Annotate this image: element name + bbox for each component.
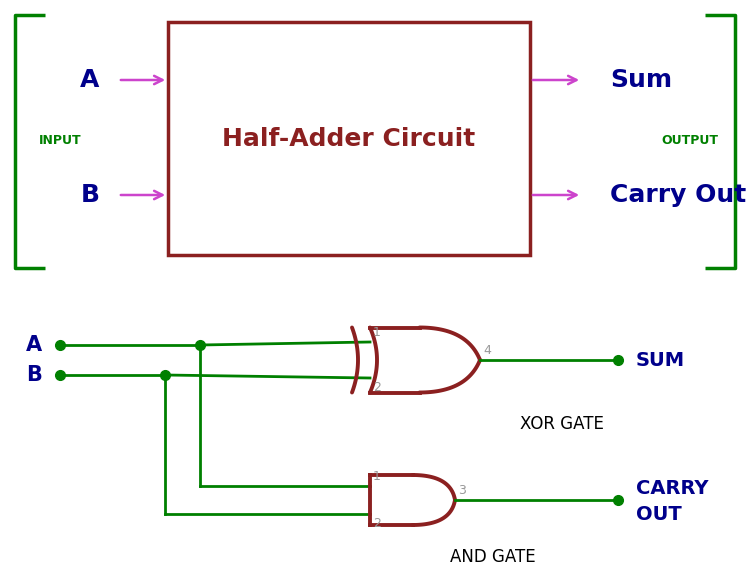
Text: A: A bbox=[80, 68, 100, 92]
Text: 2: 2 bbox=[373, 517, 381, 530]
Text: INPUT: INPUT bbox=[39, 134, 81, 146]
Text: B: B bbox=[80, 183, 100, 207]
Text: CARRY: CARRY bbox=[636, 479, 709, 498]
Text: A: A bbox=[26, 335, 42, 355]
Text: AND GATE: AND GATE bbox=[450, 548, 536, 566]
Text: 3: 3 bbox=[458, 484, 466, 497]
Text: 4: 4 bbox=[483, 344, 490, 357]
Text: XOR GATE: XOR GATE bbox=[520, 415, 604, 433]
Text: 1: 1 bbox=[373, 326, 381, 339]
Text: Half-Adder Circuit: Half-Adder Circuit bbox=[222, 127, 476, 150]
Polygon shape bbox=[168, 22, 530, 255]
Text: OUTPUT: OUTPUT bbox=[662, 134, 718, 146]
Text: 1: 1 bbox=[373, 470, 381, 483]
Text: SUM: SUM bbox=[636, 351, 686, 369]
Text: 2: 2 bbox=[373, 381, 381, 394]
Text: OUT: OUT bbox=[636, 505, 682, 524]
Text: Sum: Sum bbox=[610, 68, 672, 92]
Text: B: B bbox=[26, 365, 42, 385]
Text: Carry Out: Carry Out bbox=[610, 183, 746, 207]
